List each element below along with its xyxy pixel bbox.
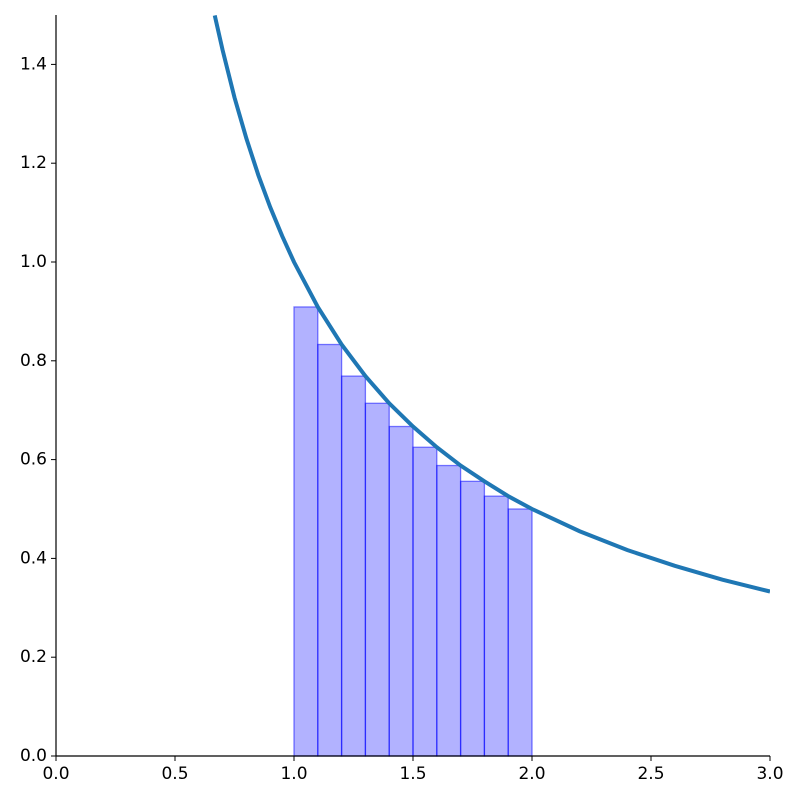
y-tick-label: 0.6: [20, 450, 47, 470]
x-tick-label: 3.0: [756, 764, 783, 784]
bar: [459, 480, 486, 757]
curve: [212, 15, 770, 594]
bar: [317, 343, 343, 757]
x-tick-label: 0.0: [42, 764, 69, 784]
y-tick-label: 0.4: [20, 548, 47, 568]
x-tick-label: 1.0: [280, 764, 307, 784]
x-tick-label: 2.0: [518, 764, 545, 784]
y-tick-label: 0.0: [20, 746, 47, 766]
bar: [388, 425, 414, 757]
y-tick-label: 1.0: [20, 252, 47, 272]
x-tick-label: 1.5: [399, 764, 426, 784]
x-tick-label: 2.5: [637, 764, 664, 784]
bar: [507, 508, 533, 757]
bar: [340, 375, 367, 757]
y-tick-label: 0.2: [20, 647, 47, 667]
y-tick-label: 0.8: [20, 351, 47, 371]
bar: [412, 446, 438, 757]
bar: [364, 402, 390, 757]
bar: [483, 495, 509, 757]
x-tick-label: 0.5: [161, 764, 188, 784]
y-tick-label: 1.4: [20, 54, 47, 74]
bar: [436, 464, 462, 757]
y-tick-label: 1.2: [20, 153, 47, 173]
bar: [293, 306, 319, 757]
